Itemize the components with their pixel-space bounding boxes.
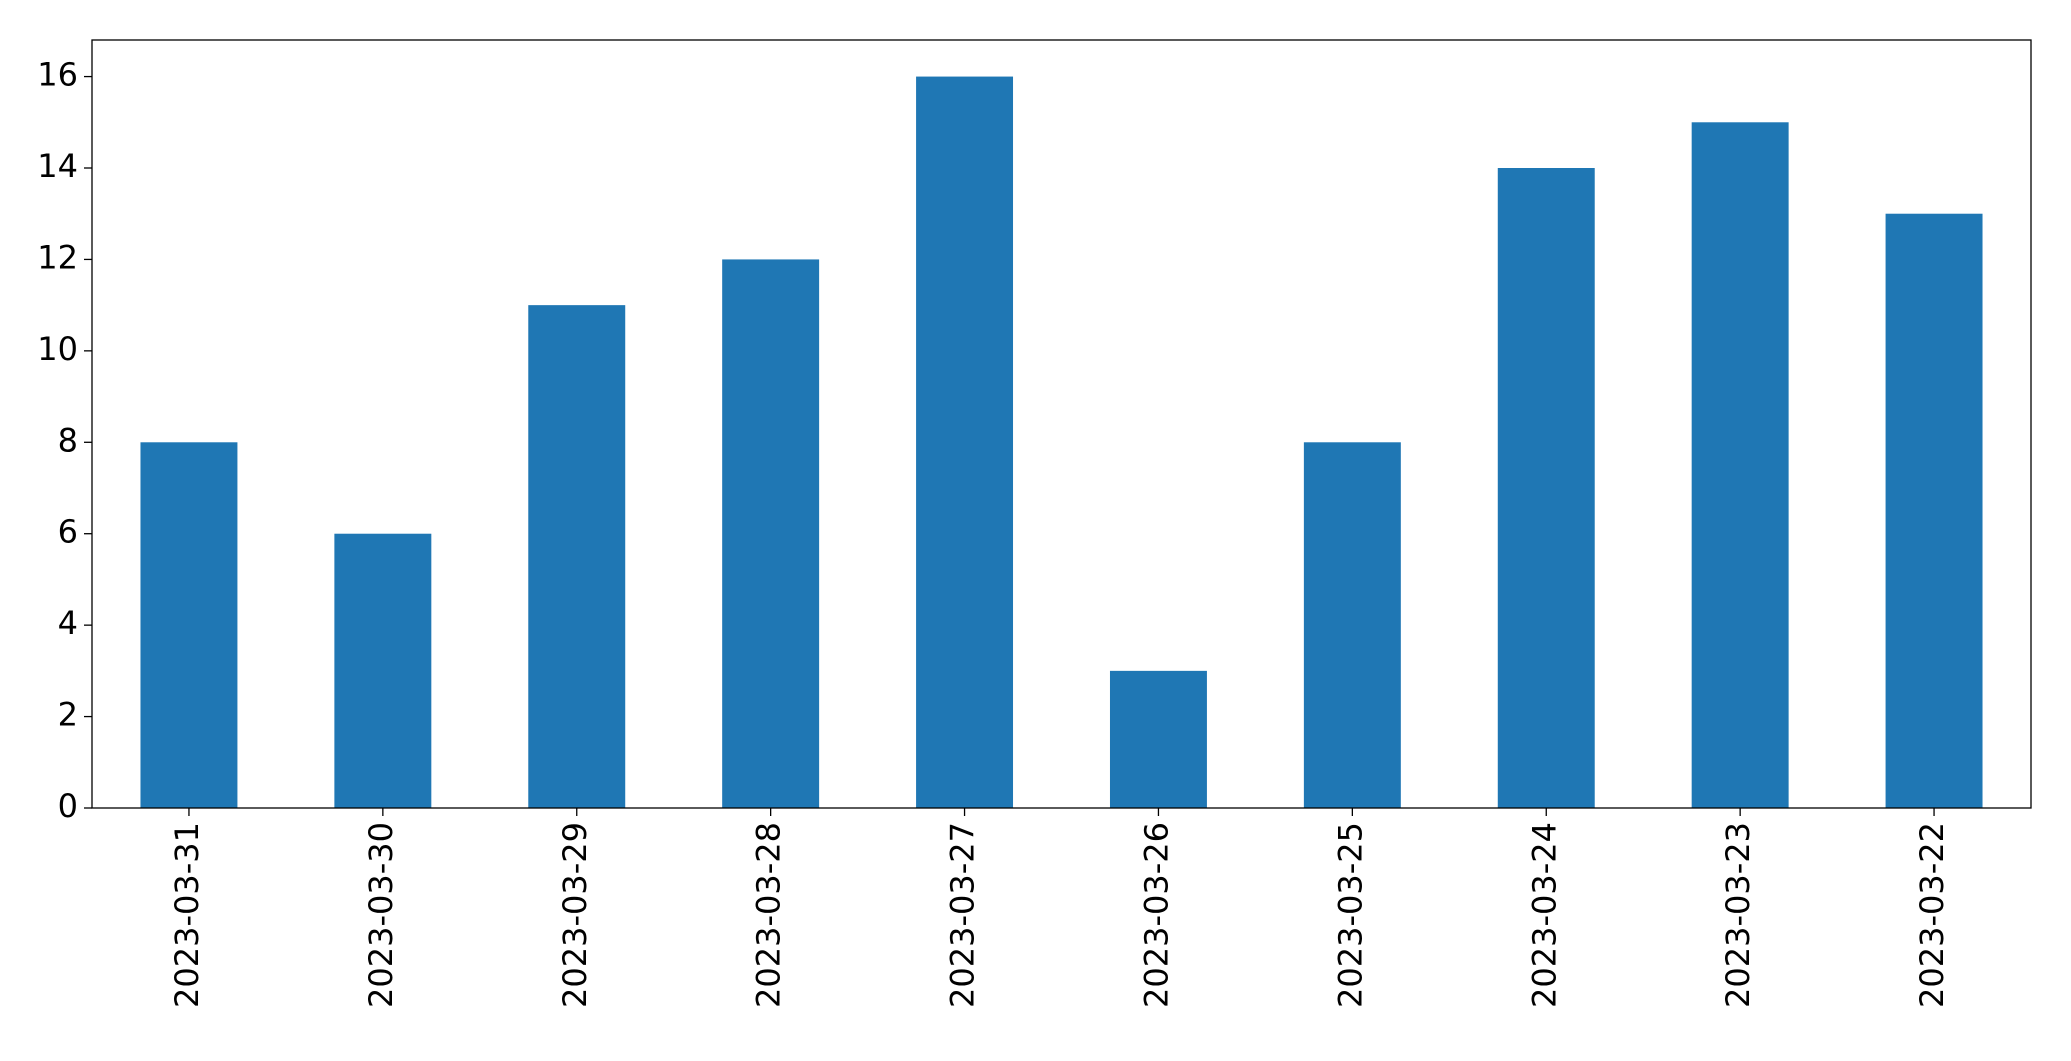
x-tick-label: 2023-03-25 [1331, 822, 1369, 1008]
y-tick-label: 14 [37, 147, 78, 185]
bar [334, 533, 432, 808]
bar [528, 305, 626, 808]
bar [722, 259, 820, 808]
plot-frame [91, 39, 2032, 809]
y-tick-label: 12 [37, 238, 78, 276]
x-tick-label: 2023-03-22 [1913, 822, 1951, 1008]
bar [140, 442, 238, 808]
x-tick-label: 2023-03-30 [362, 822, 400, 1008]
bar [1885, 213, 1983, 808]
y-tick-label: 4 [58, 604, 78, 642]
bar [1497, 168, 1595, 808]
y-tick-label: 16 [37, 56, 78, 94]
bar [916, 76, 1014, 809]
x-tick-label: 2023-03-23 [1719, 822, 1757, 1008]
x-tick-label: 2023-03-24 [1525, 822, 1563, 1008]
x-tick-label: 2023-03-31 [168, 822, 206, 1008]
y-tick-label: 6 [58, 513, 78, 551]
y-tick-label: 8 [58, 421, 78, 459]
y-tick-label: 0 [58, 787, 78, 825]
bar [1691, 122, 1789, 809]
y-tick-label: 10 [37, 330, 78, 368]
bar [1303, 442, 1401, 808]
y-tick-label: 2 [58, 696, 78, 734]
x-tick-label: 2023-03-27 [944, 822, 982, 1008]
bar [1109, 670, 1207, 808]
x-tick-label: 2023-03-29 [556, 822, 594, 1008]
x-tick-label: 2023-03-28 [750, 822, 788, 1008]
x-tick-label: 2023-03-26 [1137, 822, 1175, 1008]
